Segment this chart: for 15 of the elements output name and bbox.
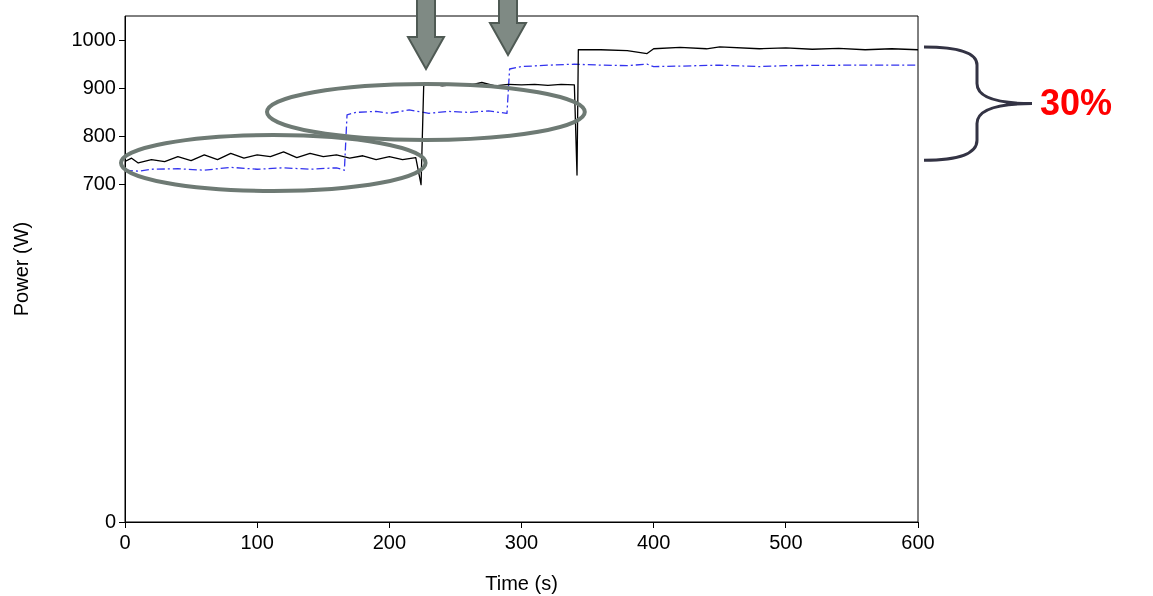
- y-tick-label: 800: [82, 123, 116, 146]
- y-tick-label: 1000: [71, 27, 116, 50]
- text: 30%: [1040, 81, 1113, 124]
- x-tick-label: 600: [901, 530, 935, 553]
- x-tick-label: 200: [372, 530, 407, 553]
- x-tick-label: 100: [240, 530, 274, 553]
- y-axis-title: Power (W): [9, 221, 32, 317]
- x-tick-label: 300: [504, 530, 539, 553]
- x-axis-title: Time (s): [485, 571, 558, 594]
- x-tick-label: 400: [636, 530, 671, 553]
- x-tick-label: 500: [769, 530, 803, 553]
- x-tick-label: 0: [119, 530, 131, 553]
- y-tick-label: 700: [82, 172, 116, 195]
- y-tick-label: 0: [104, 509, 116, 532]
- y-tick-label: 900: [82, 75, 116, 98]
